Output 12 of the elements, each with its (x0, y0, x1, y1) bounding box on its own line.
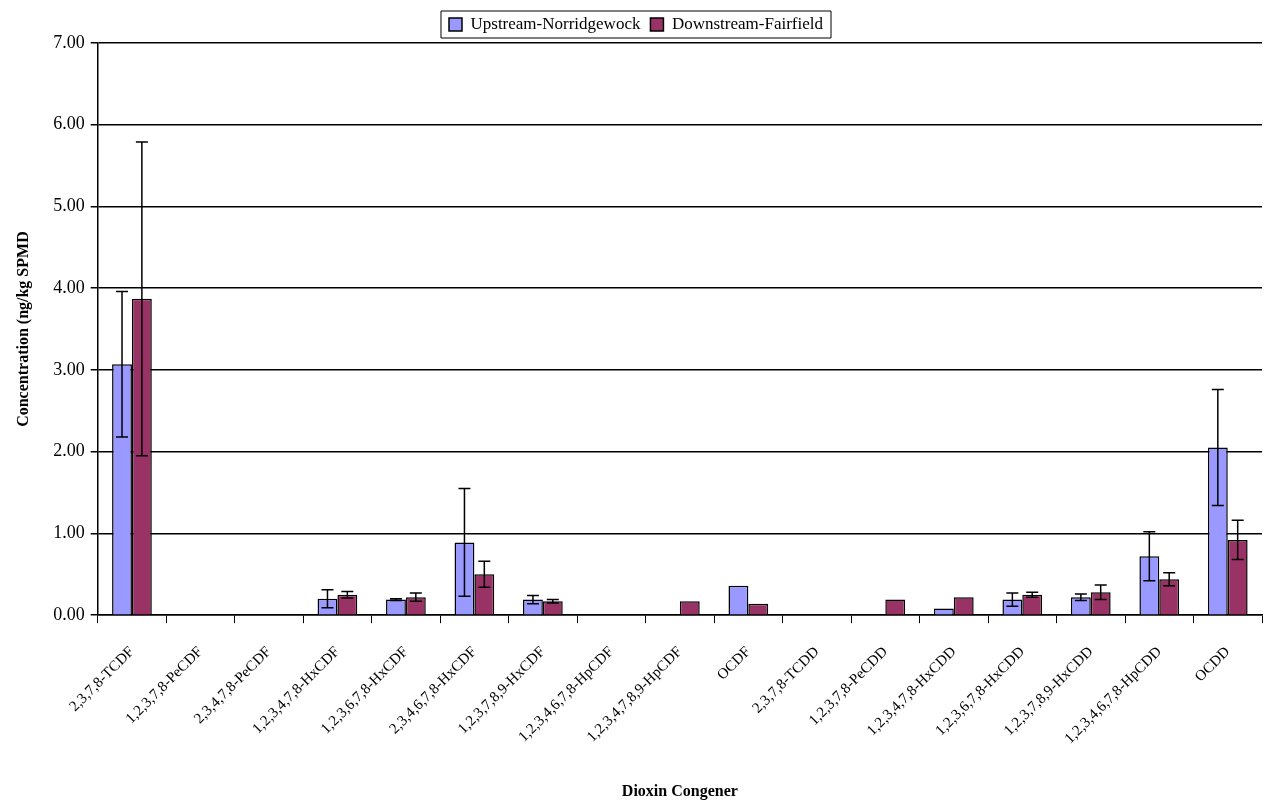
y-axis-title: Concentration (ng/kg SPMD (13, 231, 32, 427)
y-tick-label: 3.00 (53, 358, 85, 379)
y-tick-label: 5.00 (53, 195, 85, 216)
y-tick-label: 1.00 (53, 522, 85, 543)
y-tick-label: 4.00 (53, 276, 85, 297)
y-tick-label: 6.00 (53, 113, 85, 134)
y-tick-label: 7.00 (53, 31, 85, 52)
legend-label: Downstream-Fairfield (671, 13, 824, 33)
y-tick-label: 2.00 (53, 440, 85, 461)
legend-label: Upstream-Norridgewock (470, 13, 641, 33)
y-tick-label: 0.00 (53, 603, 85, 624)
x-axis-title: Dioxin Congener (621, 781, 738, 800)
